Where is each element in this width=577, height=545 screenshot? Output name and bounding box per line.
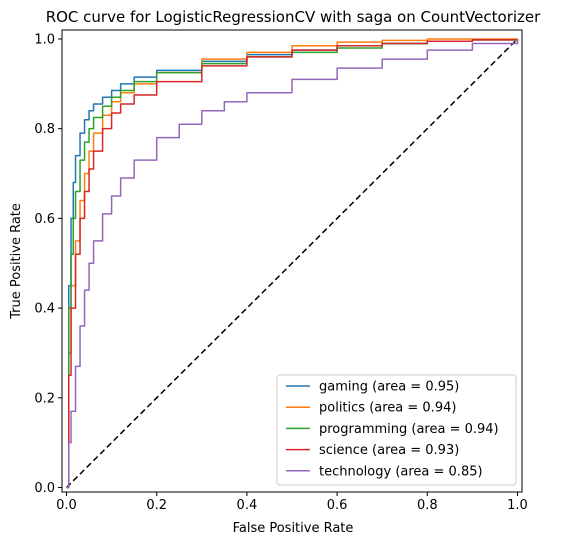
x-tick-label: 1.0 [507,498,528,513]
legend-label-4: technology (area = 0.85) [319,464,483,479]
y-axis-label: True Positive Rate [9,203,24,320]
y-tick-label: 0.8 [34,122,55,137]
legend-box [276,374,517,486]
axes-frame [61,29,523,493]
chart-title: ROC curve for LogisticRegressionCV with … [46,8,541,26]
diagonal-reference-line [65,38,519,489]
x-tick-label: 0.2 [146,498,167,513]
y-tick-label: 1.0 [34,32,55,47]
x-tick-label: 0.4 [237,498,258,513]
y-tick-label: 0.6 [34,212,55,227]
y-tick-label: 0.4 [34,302,55,317]
x-tick-label: 0.6 [327,498,348,513]
series-line-1 [66,38,518,489]
legend-label-3: science (area = 0.93) [319,443,459,458]
plot-area: 0.0 0.2 0.4 0.6 0.8 1.0 0.0 0.2 0.4 0.6 0.8 1.0 [34,29,528,513]
legend-label-0: gaming (area = 0.95) [319,380,459,395]
y-tick-label: 0.2 [34,391,55,406]
series-line-3 [66,38,519,489]
series-line-4 [66,38,519,489]
series-line-2 [66,38,519,489]
legend-label-1: politics (area = 0.94) [319,401,456,416]
x-tick-label: 0.8 [417,498,438,513]
legend: gaming (area = 0.95) politics (area = 0.9… [276,374,517,486]
y-tick-label: 0.0 [34,481,55,496]
x-axis-label: False Positive Rate [233,521,354,536]
x-tick-label: 0.0 [56,498,77,513]
legend-label-2: programming (area = 0.94) [319,422,499,437]
